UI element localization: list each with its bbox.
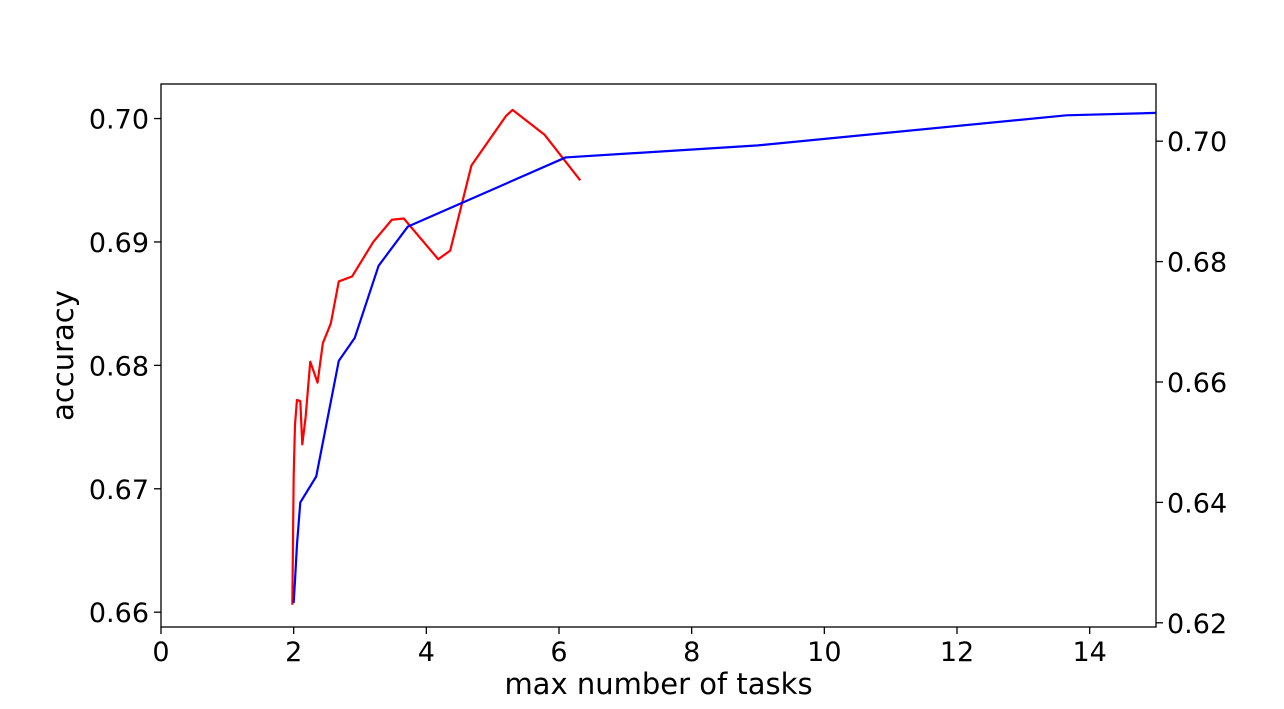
plot-frame bbox=[160, 83, 1157, 628]
x-tick-label: 14 bbox=[1072, 637, 1106, 668]
y-tick-label: 0.70 bbox=[89, 105, 149, 136]
series-line-blue bbox=[292, 111, 1157, 603]
y2-tick-label: 0.66 bbox=[1167, 368, 1227, 399]
x-tick-label: 6 bbox=[550, 637, 567, 668]
x-axis-label: max number of tasks bbox=[504, 667, 812, 701]
y-tick-label: 0.67 bbox=[89, 475, 149, 506]
series-lines bbox=[291, 108, 1157, 605]
y-tick-label: 0.66 bbox=[89, 598, 149, 629]
x-tick-label: 10 bbox=[807, 637, 841, 668]
y2-tick-label: 0.62 bbox=[1167, 609, 1227, 640]
y-axis-ticks: 0.66 0.67 0.68 0.69 0.70 bbox=[89, 105, 161, 629]
y2-axis-ticks: 0.62 0.64 0.66 0.68 0.70 bbox=[1156, 127, 1227, 640]
y2-tick-label: 0.68 bbox=[1167, 248, 1227, 279]
y-axis-label: accuracy bbox=[46, 290, 80, 421]
y-tick-label: 0.68 bbox=[89, 351, 149, 382]
y-tick-label: 0.69 bbox=[89, 228, 149, 259]
x-tick-label: 12 bbox=[940, 637, 974, 668]
y2-tick-label: 0.64 bbox=[1167, 488, 1227, 519]
x-tick-label: 0 bbox=[152, 637, 169, 668]
x-axis-ticks: 0 2 4 6 8 10 12 14 bbox=[152, 627, 1107, 668]
y2-tick-label: 0.70 bbox=[1167, 127, 1227, 158]
x-tick-label: 2 bbox=[285, 637, 302, 668]
series-line-red bbox=[291, 108, 582, 605]
x-tick-label: 4 bbox=[418, 637, 435, 668]
x-tick-label: 8 bbox=[683, 637, 700, 668]
